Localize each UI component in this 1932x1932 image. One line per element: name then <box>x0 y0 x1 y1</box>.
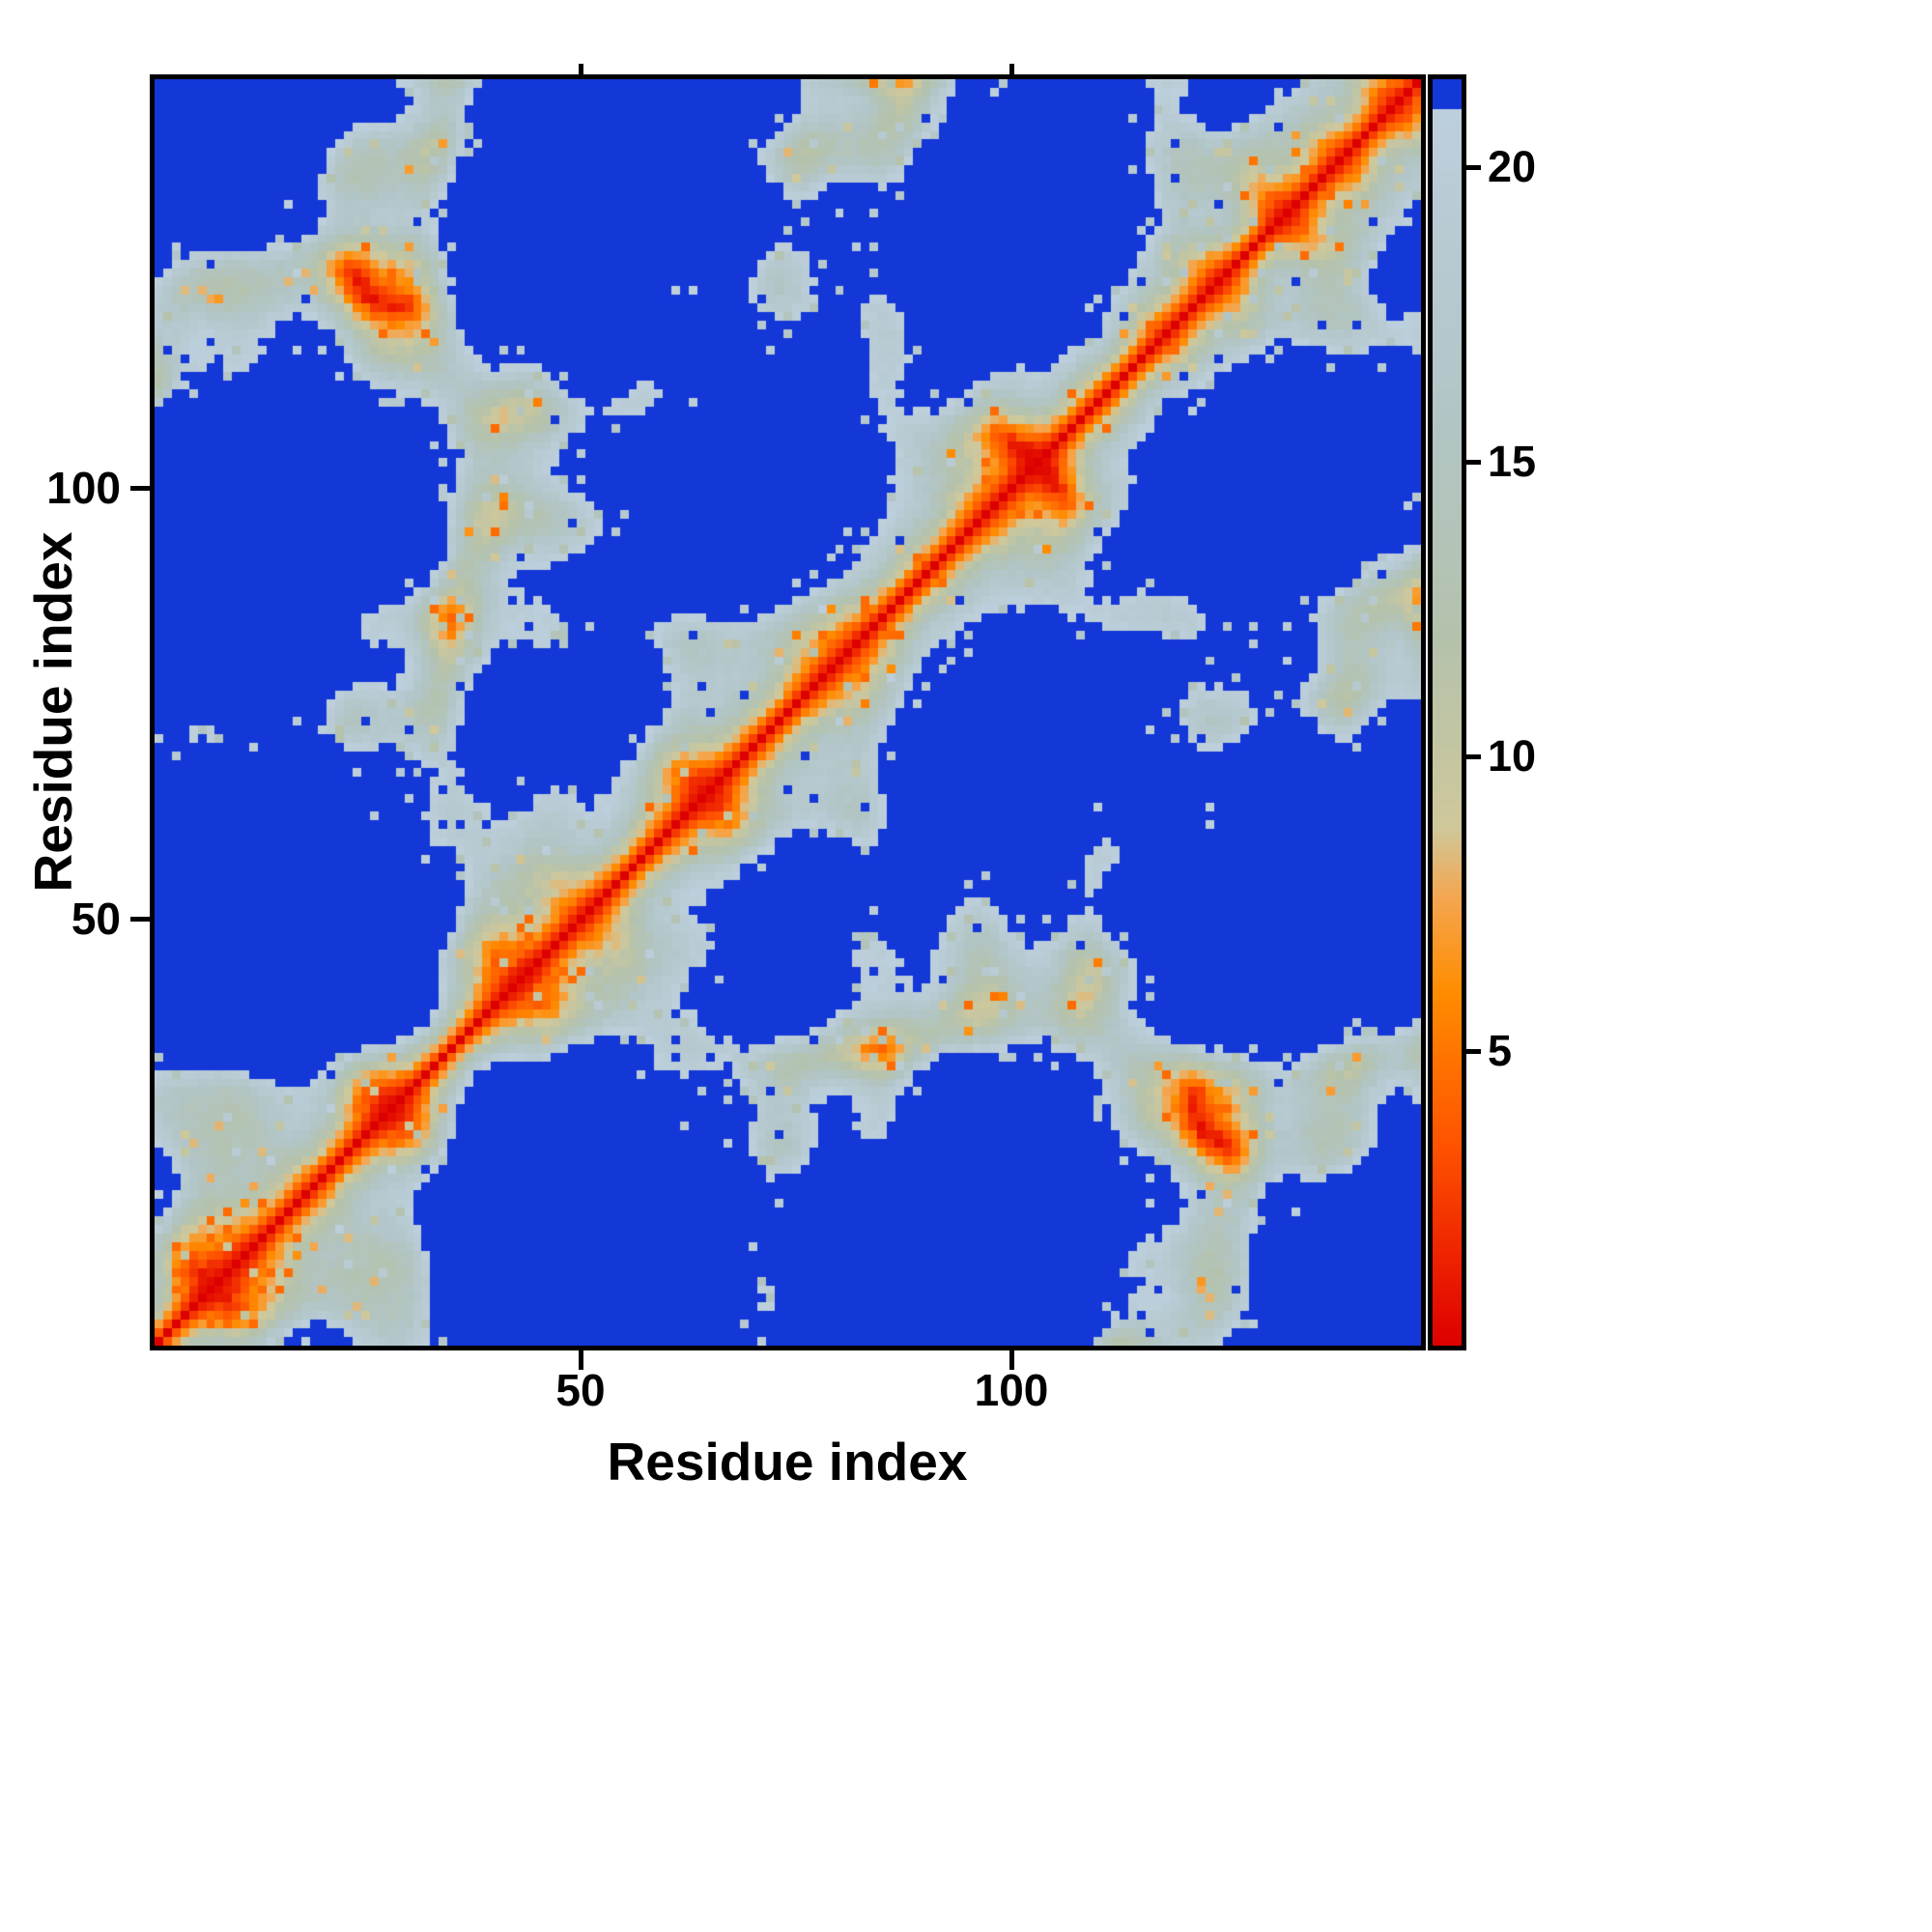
colorbar-tick-label-5: 5 <box>1488 1026 1513 1075</box>
colorbar-tick-label-20: 20 <box>1488 142 1537 191</box>
x-tick-top-100 <box>1009 64 1014 74</box>
x-tick-label-50: 50 <box>555 1365 606 1415</box>
x-tick-50 <box>579 1350 583 1370</box>
heatmap-canvas <box>155 79 1421 1346</box>
colorbar-tick-label-10: 10 <box>1488 731 1537 781</box>
y-tick-label-50: 50 <box>71 894 121 944</box>
colorbar-tick-20 <box>1466 165 1481 170</box>
colorbar-tick-label-15: 15 <box>1488 437 1537 486</box>
x-tick-top-50 <box>579 64 583 74</box>
colorbar-frame <box>1428 74 1466 1350</box>
y-axis-label: Residue index <box>23 531 83 893</box>
heatmap-plot-frame <box>150 74 1426 1350</box>
colorbar-tick-15 <box>1466 460 1481 465</box>
x-tick-100 <box>1009 1350 1014 1370</box>
x-tick-label-100: 100 <box>974 1365 1049 1415</box>
y-tick-50 <box>130 917 150 922</box>
y-tick-label-100: 100 <box>46 463 121 513</box>
colorbar-canvas <box>1433 79 1462 1346</box>
y-tick-100 <box>130 486 150 491</box>
colorbar-tick-5 <box>1466 1049 1481 1054</box>
colorbar-tick-10 <box>1466 754 1481 759</box>
x-axis-label: Residue index <box>607 1432 968 1492</box>
